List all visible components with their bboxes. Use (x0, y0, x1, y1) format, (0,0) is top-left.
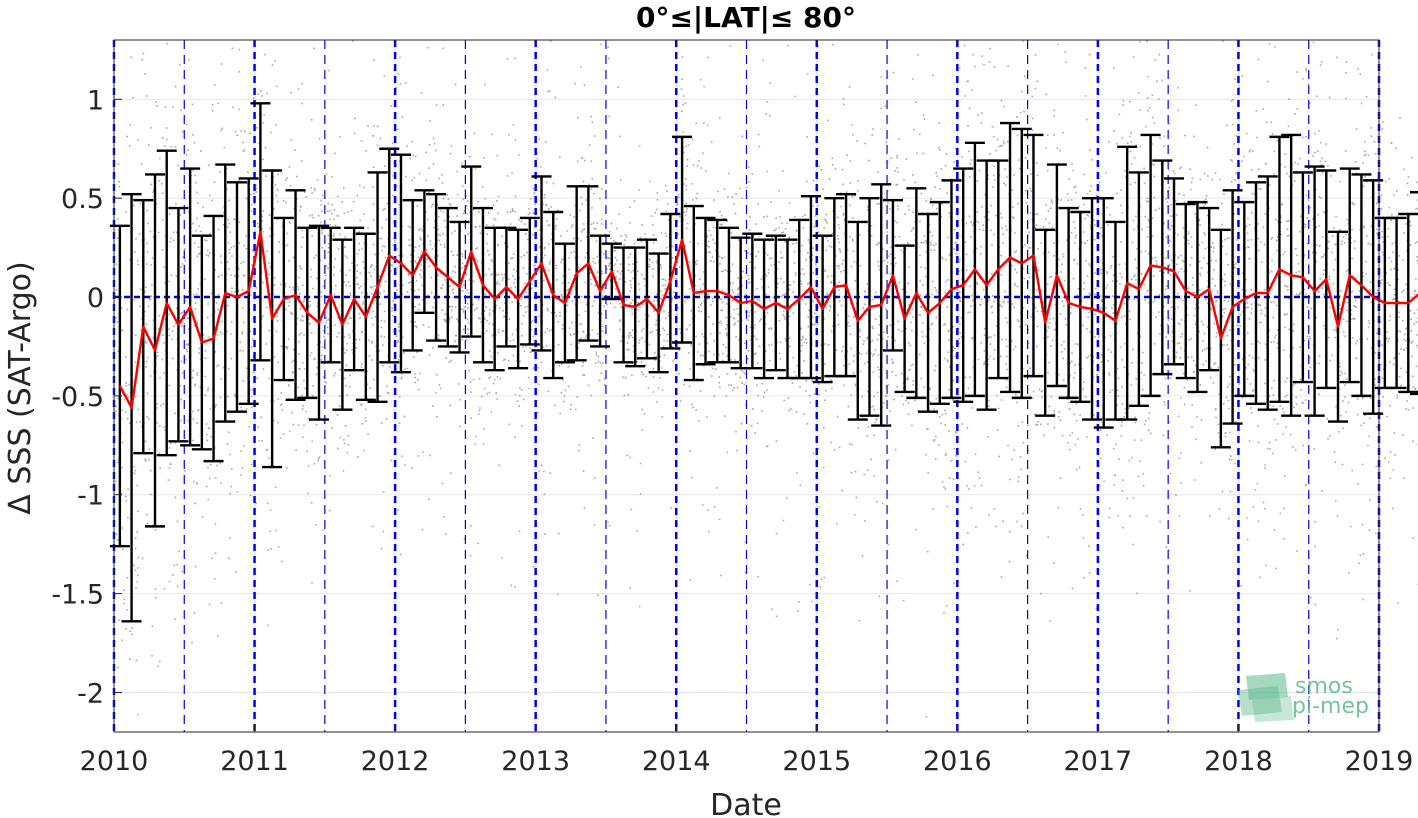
plot-frame (113, 39, 1380, 733)
logo-text-line1: smos (1295, 674, 1353, 699)
y-tick-label: -0.5 (51, 382, 104, 413)
mean-line (118, 230, 1418, 409)
x-tick-label: 2012 (361, 746, 430, 777)
scatter-cloud (114, 40, 1418, 718)
y-tick-label: 0.5 (61, 184, 104, 215)
y-tick-label: 1 (87, 85, 104, 116)
y-axis-label: Δ SSS (SAT-Argo) (3, 261, 38, 514)
error-bar (1409, 191, 1418, 396)
tick-labels: 2010 2011 2012 2013 2014 2015 2016 2017 2018 2019… (51, 85, 1413, 777)
x-tick-label: 2015 (782, 746, 851, 777)
scatter-points (114, 40, 1418, 718)
error-bar (109, 224, 130, 548)
x-tick-label: 2017 (1064, 746, 1133, 777)
chart-title: 0°≤|LAT|≤ 80° (636, 1, 856, 34)
logo-mark-icon (1238, 673, 1294, 722)
smos-pimep-logo: smos pi-mep (1238, 673, 1369, 722)
x-tick-label: 2011 (220, 746, 289, 777)
x-tick-label: 2019 (1345, 746, 1414, 777)
axes (113, 39, 1380, 733)
x-tick-label: 2016 (923, 746, 992, 777)
y-tick-label: -1.5 (51, 580, 104, 611)
y-tick-label: -1 (77, 481, 104, 512)
x-axis-label: Date (710, 788, 782, 818)
x-tick-label: 2013 (501, 746, 570, 777)
logo-text-line2: pi-mep (1292, 694, 1369, 719)
x-tick-label: 2018 (1204, 746, 1273, 777)
y-tick-label: 0 (87, 283, 104, 314)
mean-line-layer (118, 230, 1418, 409)
x-tick-label: 2014 (642, 746, 711, 777)
y-tick-label: -2 (77, 678, 104, 709)
x-tick-label: 2010 (80, 746, 149, 777)
